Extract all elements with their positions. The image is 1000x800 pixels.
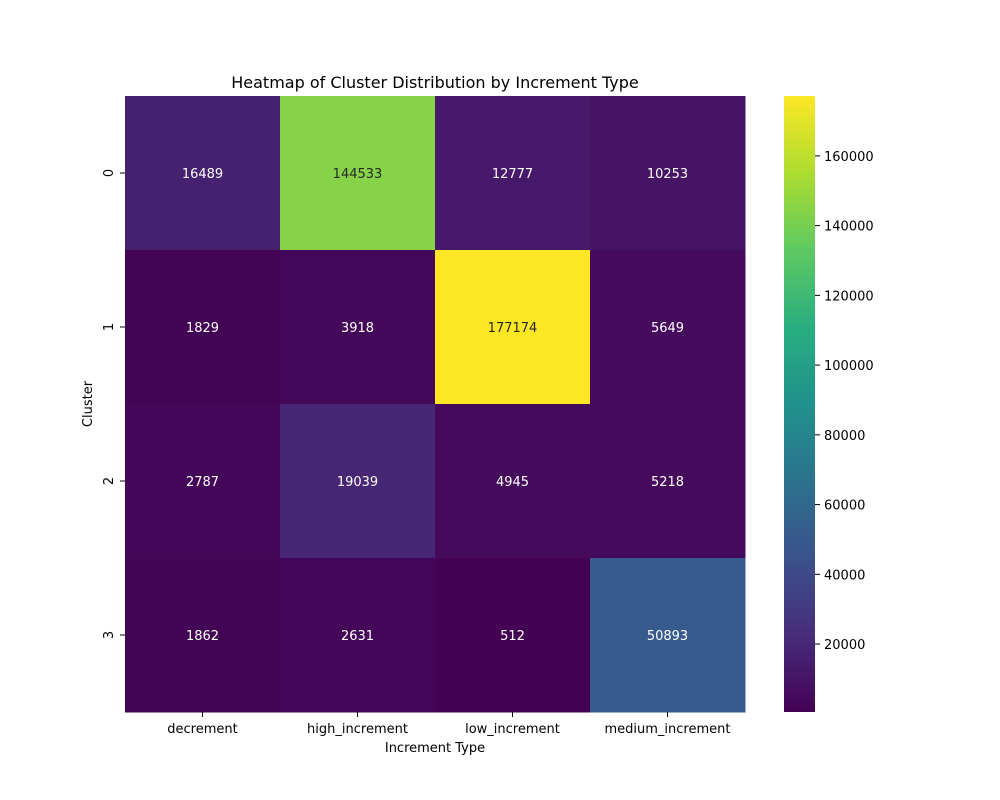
x-axis: decrement high_increment low_increment medi…: [167, 712, 730, 737]
x-tick-label: decrement: [167, 722, 237, 737]
cell-value-label: 5649: [651, 321, 684, 336]
heatmap-cell: [590, 404, 746, 559]
x-tick-label: high_increment: [307, 722, 408, 737]
x-tick-label: low_increment: [465, 722, 560, 737]
cell-value-label: 144533: [333, 167, 383, 182]
heatmap-cell: [590, 250, 746, 405]
cell-value-label: 3918: [341, 321, 374, 336]
y-tick-label: 2: [102, 477, 117, 485]
heatmap-cell: [125, 96, 281, 251]
colorbar-tick-label: 100000: [824, 359, 874, 374]
colorbar-ticks: 20000 40000 60000 80000 100000 120000 140000 16…: [815, 150, 874, 653]
heatmap-cell: [280, 558, 436, 713]
heatmap-cell: [280, 250, 436, 405]
cell-value-label: 512: [500, 629, 525, 644]
cell-value-label: 1862: [186, 629, 219, 644]
cell-annotations: 16489 144533 12777 10253 1829 3918 177174 5649 2…: [182, 167, 688, 644]
heatmap-cell: [280, 404, 436, 559]
heatmap-cell: [125, 404, 281, 559]
cell-value-label: 10253: [647, 167, 688, 182]
y-axis: 0 1 2 3: [102, 169, 125, 639]
colorbar-tick-label: 60000: [824, 499, 865, 514]
y-tick-label: 3: [102, 631, 117, 639]
x-axis-label: Increment Type: [385, 741, 485, 756]
cell-value-label: 177174: [488, 321, 538, 336]
y-axis-label: Cluster: [81, 380, 96, 427]
colorbar-tick-label: 160000: [824, 150, 874, 165]
colorbar-tick-label: 80000: [824, 429, 865, 444]
heatmap-cell: [435, 250, 591, 405]
cell-value-label: 5218: [651, 475, 684, 490]
cell-value-label: 2631: [341, 629, 374, 644]
cell-value-label: 16489: [182, 167, 223, 182]
heatmap-cell: [590, 96, 746, 251]
heatmap-cell: [590, 558, 746, 713]
chart-title: Heatmap of Cluster Distribution by Incre…: [231, 73, 639, 92]
colorbar: [784, 96, 815, 712]
colorbar-tick-label: 140000: [824, 220, 874, 235]
cell-value-label: 12777: [492, 167, 533, 182]
heatmap-cell: [435, 404, 591, 559]
cell-value-label: 50893: [647, 629, 688, 644]
x-tick-label: medium_increment: [605, 722, 731, 737]
cell-value-label: 1829: [186, 321, 219, 336]
heatmap-cell: [435, 96, 591, 251]
heatmap-cell: [125, 250, 281, 405]
colorbar-gradient: [784, 96, 815, 712]
heatmap-cell: [125, 558, 281, 713]
y-tick-label: 1: [102, 323, 117, 331]
colorbar-tick-label: 120000: [824, 289, 874, 304]
cell-value-label: 19039: [337, 475, 378, 490]
heatmap-cell: [435, 558, 591, 713]
cell-value-label: 4945: [496, 475, 529, 490]
colorbar-tick-label: 20000: [824, 638, 865, 653]
heatmap-cell: [280, 96, 436, 251]
heatmap-cells: [125, 96, 746, 713]
cell-value-label: 2787: [186, 475, 219, 490]
colorbar-tick-label: 40000: [824, 568, 865, 583]
y-tick-label: 0: [102, 169, 117, 177]
